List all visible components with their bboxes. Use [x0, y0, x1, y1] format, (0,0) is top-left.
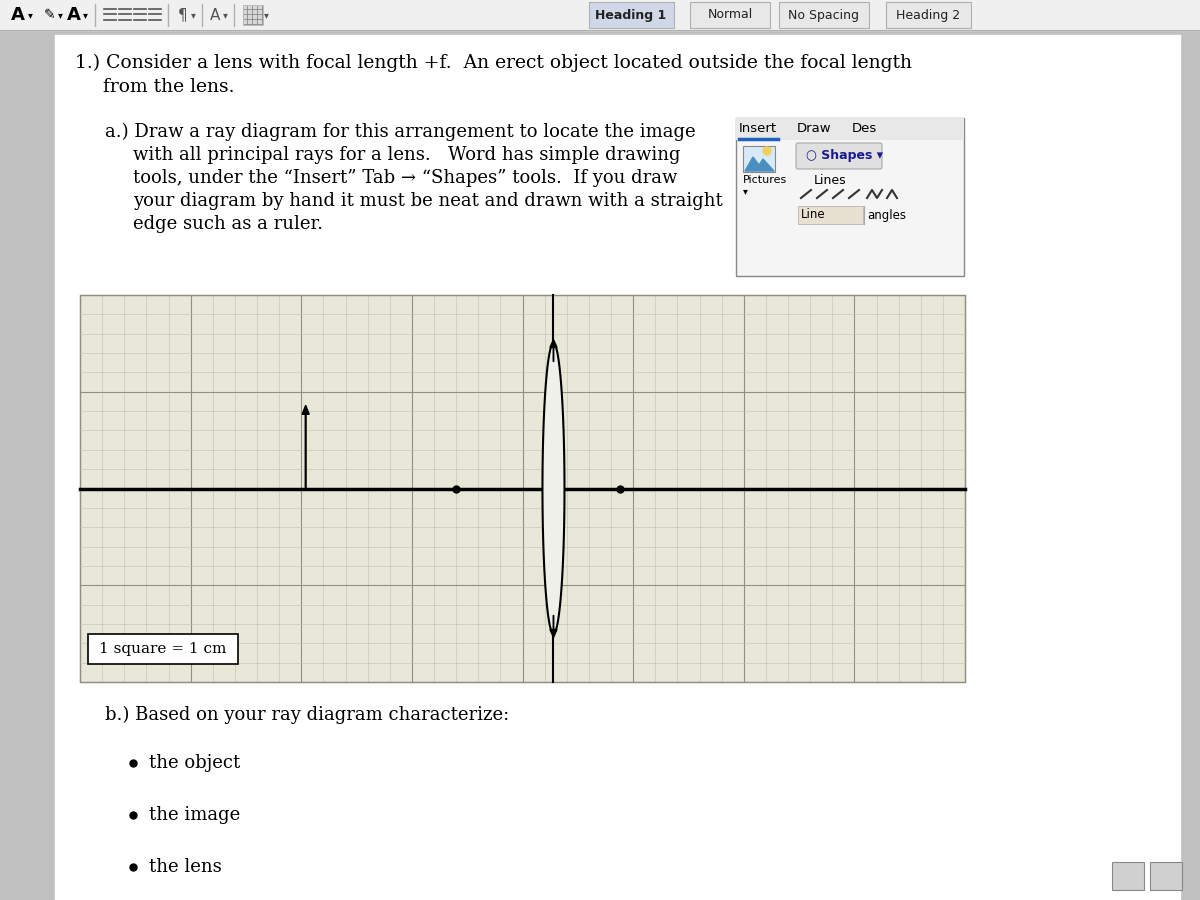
Text: ▾: ▾	[743, 186, 748, 196]
Text: b.) Based on your ray diagram characterize:: b.) Based on your ray diagram characteri…	[106, 706, 509, 724]
Bar	[736, 118, 964, 276]
Text: Line: Line	[802, 209, 826, 221]
Text: Draw: Draw	[797, 122, 832, 136]
Bar	[242, 5, 263, 25]
Text: a.) Draw a ray diagram for this arrangement to locate the image: a.) Draw a ray diagram for this arrangem…	[106, 123, 696, 141]
Text: 1 square = 1 cm: 1 square = 1 cm	[100, 642, 227, 656]
Bar	[88, 634, 238, 664]
Polygon shape	[745, 157, 774, 171]
Text: A: A	[67, 6, 80, 24]
Text: the lens: the lens	[149, 858, 222, 876]
Bar	[690, 2, 770, 28]
Text: ▾: ▾	[83, 10, 88, 20]
Text: A: A	[11, 6, 25, 24]
Bar	[798, 206, 863, 224]
Text: from the lens.: from the lens.	[103, 78, 234, 96]
Text: ▾: ▾	[191, 10, 196, 20]
Text: Des: Des	[851, 122, 877, 136]
Text: the image: the image	[149, 806, 240, 824]
Text: your diagram by hand it must be neat and drawn with a straight: your diagram by hand it must be neat and…	[133, 192, 722, 210]
Text: tools, under the “Insert” Tab → “Shapes” tools.  If you draw: tools, under the “Insert” Tab → “Shapes”…	[133, 169, 677, 187]
Text: Pictures: Pictures	[743, 175, 787, 185]
Bar	[589, 2, 674, 28]
Text: ○ Shapes ▾: ○ Shapes ▾	[806, 149, 883, 163]
Text: ¶: ¶	[178, 7, 188, 22]
Bar	[736, 118, 964, 140]
Text: Heading 2: Heading 2	[896, 8, 960, 22]
Text: Normal: Normal	[707, 8, 752, 22]
Bar	[779, 2, 869, 28]
Text: edge such as a ruler.: edge such as a ruler.	[133, 215, 323, 233]
Bar	[80, 295, 965, 682]
Circle shape	[763, 147, 772, 155]
Bar	[0, 0, 1200, 30]
Text: A: A	[210, 7, 220, 22]
Text: Lines: Lines	[814, 174, 847, 186]
Text: ✎: ✎	[44, 8, 56, 22]
FancyArrow shape	[550, 339, 557, 362]
Bar	[743, 146, 775, 172]
FancyBboxPatch shape	[796, 143, 882, 169]
Polygon shape	[542, 344, 564, 634]
Text: ▾: ▾	[58, 10, 62, 20]
Bar	[1112, 862, 1144, 890]
Text: ▾: ▾	[222, 10, 228, 20]
Text: ▾: ▾	[264, 10, 269, 20]
Text: Heading 1: Heading 1	[595, 8, 667, 22]
Bar	[886, 2, 971, 28]
Text: 1.) Consider a lens with focal length +f.  An erect object located outside the f: 1.) Consider a lens with focal length +f…	[74, 54, 912, 72]
Text: angles: angles	[866, 209, 906, 221]
FancyArrow shape	[302, 405, 310, 489]
FancyArrow shape	[550, 616, 557, 637]
Text: No Spacing: No Spacing	[788, 8, 859, 22]
Bar	[1150, 862, 1182, 890]
Text: Insert: Insert	[739, 122, 778, 136]
Text: with all principal rays for a lens.   Word has simple drawing: with all principal rays for a lens. Word…	[133, 146, 680, 164]
Text: the object: the object	[149, 754, 240, 772]
Text: ▾: ▾	[28, 10, 32, 20]
